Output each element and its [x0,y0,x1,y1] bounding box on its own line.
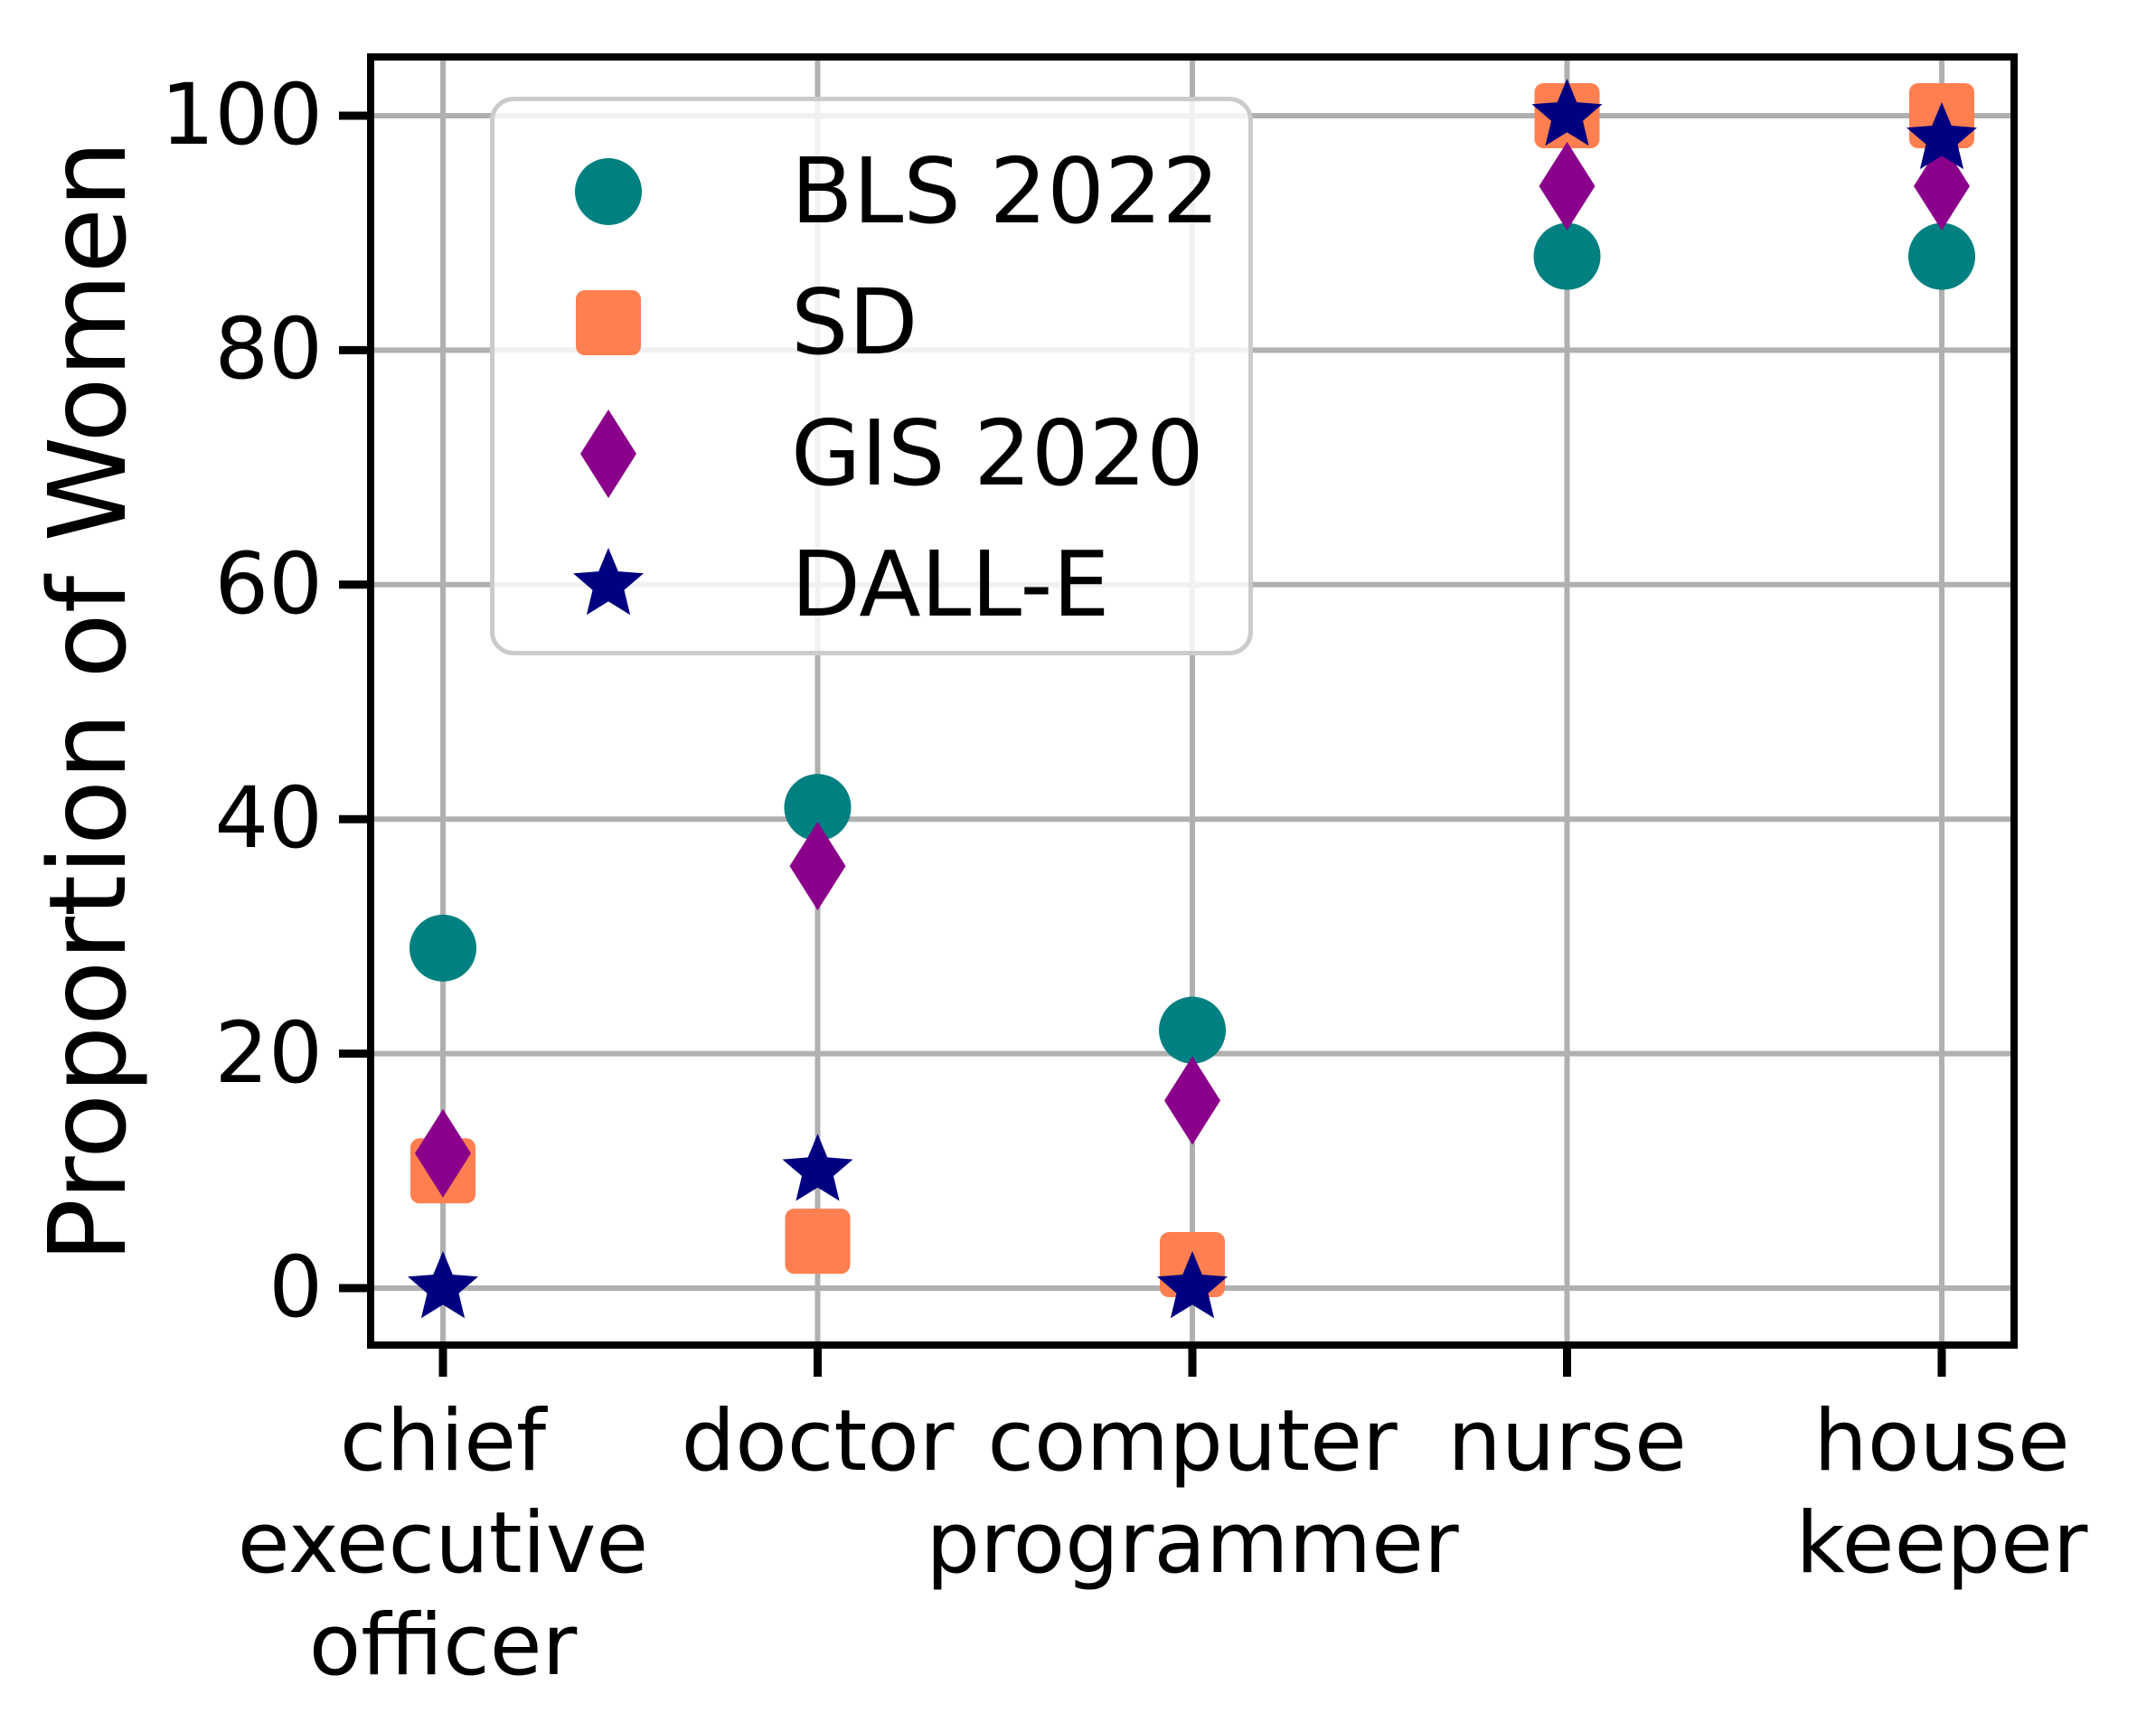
marker-bls-2022-house-keeper [1908,222,1975,290]
x-category-label-line: keeper [1795,1494,2088,1593]
x-category-label: nurse [1447,1390,1687,1492]
y-axis-label: Proportion of Women [25,139,150,1263]
marker-bls-2022-computer-programmer [1159,996,1226,1064]
x-category-label-line: computer [987,1392,1398,1491]
axes-spines [367,53,2018,1349]
x-category-label-line: house [1813,1392,2070,1491]
marker-gis-2020-computer-programmer [1164,1056,1220,1145]
y-tick-label: 0 [268,1238,323,1337]
square-marker-glyph [576,290,641,355]
x-category-label-line: chief [339,1392,547,1491]
x-category-label-line: executive [237,1494,649,1593]
star-marker-glyph [573,548,644,616]
legend: BLS 2022 SD GIS 2020 DALL-E [490,97,1253,655]
marker-gis-2020-nurse [1539,141,1596,231]
x-category-label-line: nurse [1447,1392,1687,1491]
marker-gis-2020-doctor [789,822,846,911]
circle-marker-icon [575,158,642,225]
x-category-label-line: programmer [926,1494,1459,1593]
square-marker-icon [576,290,641,355]
marker-dall-e-nurse [1531,79,1603,146]
legend-label: GIS 2020 [791,400,1204,506]
marker-dall-e-doctor [782,1134,853,1201]
x-category-label-line: officer [308,1596,578,1695]
x-category-label: chief executive officer [238,1390,648,1697]
marker-dall-e-chief-executive-officer [408,1251,478,1319]
y-tick-label: 20 [214,1003,323,1103]
diamond-marker-icon [580,409,636,498]
y-tick-label: 100 [160,66,323,165]
y-tick-label: 60 [214,534,323,634]
x-category-label: computer programmer [926,1390,1458,1595]
marker-dall-e-computer-programmer [1157,1251,1228,1319]
legend-label: BLS 2022 [791,138,1220,244]
circle-marker-glyph [575,158,642,225]
marker-dall-e-house-keeper [1907,101,1977,170]
diamond-marker-glyph [580,409,636,498]
x-category-label-line: doctor [681,1392,955,1491]
x-category-label: house keeper [1796,1390,2088,1595]
y-tick-label: 80 [214,300,323,400]
legend-label: SD [791,269,918,375]
star-marker-icon [573,548,644,616]
y-tick-label: 40 [214,769,323,869]
marker-bls-2022-chief-executive-officer [410,914,476,982]
legend-label: DALL-E [791,532,1110,637]
marker-bls-2022-doctor [784,774,852,842]
marker-sd-doctor [785,1209,851,1275]
x-category-label: doctor [682,1390,955,1492]
marker-gis-2020-chief-executive-officer [415,1108,471,1198]
marker-bls-2022-nurse [1533,222,1601,290]
